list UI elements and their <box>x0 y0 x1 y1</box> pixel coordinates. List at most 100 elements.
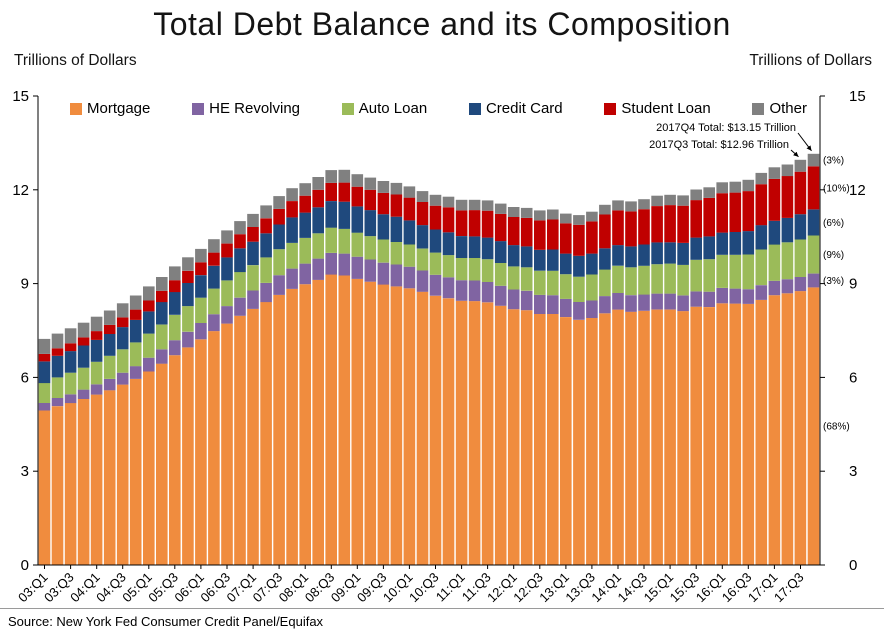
bar-segment-student-loan <box>755 184 768 226</box>
bar-segment-auto-loan <box>755 249 768 286</box>
bar-segment-he-revolving <box>573 302 585 320</box>
bar-segment-he-revolving <box>351 256 364 279</box>
bar-segment-credit-card <box>781 217 794 243</box>
bar-segment-other <box>234 221 246 235</box>
bar-segment-student-loan <box>716 193 728 233</box>
bar-segment-auto-loan <box>116 349 129 373</box>
bar-segment-credit-card <box>677 243 689 265</box>
bar-segment-other <box>195 248 207 263</box>
bar-segment-he-revolving <box>221 306 233 324</box>
bar-segment-he-revolving <box>260 283 272 303</box>
bar-segment-he-revolving <box>156 349 168 364</box>
bar-segment-other <box>716 182 728 194</box>
bar-segment-he-revolving <box>364 259 377 282</box>
bar-segment-mortgage <box>103 390 116 565</box>
bar-segment-student-loan <box>325 182 337 201</box>
bar-segment-student-loan <box>534 220 546 250</box>
bar-segment-credit-card <box>377 214 390 240</box>
legend-label: Mortgage <box>87 100 151 117</box>
bar-segment-credit-card <box>481 237 494 260</box>
bar-segment-auto-loan <box>221 280 233 307</box>
bar-segment-mortgage <box>286 288 298 565</box>
bar-segment-student-loan <box>129 309 142 320</box>
legend-label: Other <box>769 100 807 117</box>
bar-segment-mortgage <box>638 310 650 565</box>
bar-segment-credit-card <box>703 236 715 260</box>
bar-segment-he-revolving <box>664 293 676 310</box>
bar-segment-credit-card <box>560 253 572 275</box>
bar-segment-credit-card <box>38 361 51 384</box>
bar-segment-he-revolving <box>195 323 207 340</box>
bar-segment-he-revolving <box>338 253 351 276</box>
legend-item-mortgage: Mortgage <box>70 100 150 117</box>
bar-segment-student-loan <box>208 252 220 266</box>
x-tick-label: 11:Q1 <box>433 570 468 605</box>
bar-segment-auto-loan <box>234 272 246 298</box>
bar-segment-credit-card <box>273 224 285 250</box>
bar-segment-credit-card <box>116 327 129 350</box>
bar-segment-auto-loan <box>312 233 324 259</box>
y-tick-label-right: 9 <box>849 276 857 293</box>
bar-segment-student-loan <box>169 280 181 293</box>
y-tick-label-left: 9 <box>21 276 29 293</box>
y-tick-label-left: 3 <box>21 463 29 480</box>
bar-segment-auto-loan <box>612 265 624 293</box>
bar-segment-auto-loan <box>182 306 194 332</box>
bar-segment-mortgage <box>703 307 715 565</box>
bar-segment-other <box>260 205 272 219</box>
bar-segment-student-loan <box>599 214 611 249</box>
bar-segment-credit-card <box>286 217 298 243</box>
bar-segment-he-revolving <box>716 288 728 304</box>
bar-segment-student-loan <box>807 166 820 210</box>
bar-segment-credit-card <box>182 283 194 307</box>
bar-segment-mortgage <box>364 281 377 565</box>
bar-segment-he-revolving <box>429 274 442 296</box>
share-label-he-revolving: (3%) <box>823 276 844 287</box>
bar-segment-other <box>481 200 494 211</box>
legend-item-credit-card: Credit Card <box>468 100 563 117</box>
bar-segment-student-loan <box>234 234 246 249</box>
bar-segment-credit-card <box>651 242 663 265</box>
bar-segment-he-revolving <box>547 295 559 314</box>
bar-segment-student-loan <box>742 191 755 232</box>
bar-segment-credit-card <box>156 302 168 325</box>
bar-segment-credit-card <box>390 216 403 242</box>
bar-segment-student-loan <box>338 182 351 202</box>
y-tick-label-left: 12 <box>12 182 29 199</box>
bar-segment-credit-card <box>690 237 702 260</box>
bar-segment-student-loan <box>247 227 259 242</box>
bar-segment-student-loan <box>90 331 103 340</box>
bar-segment-he-revolving <box>64 394 77 404</box>
bar-segment-other <box>156 277 168 291</box>
bar-segment-he-revolving <box>625 295 637 312</box>
bar-segment-he-revolving <box>390 264 403 287</box>
bar-segment-auto-loan <box>781 242 794 280</box>
bar-segment-credit-card <box>143 311 155 334</box>
bar-segment-student-loan <box>286 201 298 218</box>
bar-segment-credit-card <box>325 201 337 228</box>
bar-segment-student-loan <box>403 197 416 221</box>
bar-segment-he-revolving <box>534 294 546 314</box>
legend-item-he-revolving: HE Revolving <box>192 100 300 117</box>
bar-segment-credit-card <box>664 242 676 264</box>
bar-segment-other <box>794 159 807 172</box>
bar-segment-auto-loan <box>260 257 272 283</box>
bar-segment-other <box>755 172 768 185</box>
bar-segment-he-revolving <box>273 275 285 295</box>
bar-segment-student-loan <box>520 217 533 247</box>
bar-segment-other <box>403 186 416 198</box>
bar-segment-he-revolving <box>299 263 311 285</box>
bar-segment-credit-card <box>625 246 637 268</box>
bar-segment-student-loan <box>195 262 207 276</box>
bar-segment-credit-card <box>429 229 442 253</box>
bar-segment-other <box>429 194 442 206</box>
bar-segment-auto-loan <box>586 274 598 301</box>
annotation-total-17Q4: 2017Q4 Total: $13.15 Trillion <box>656 122 796 134</box>
bar-segment-student-loan <box>416 202 429 226</box>
bar-segment-auto-loan <box>520 267 533 291</box>
bar-segment-he-revolving <box>507 289 520 310</box>
bar-segment-credit-card <box>195 275 207 298</box>
right-axis-title: Trillions of Dollars <box>749 52 872 69</box>
bar-segment-he-revolving <box>103 379 116 391</box>
bar-segment-auto-loan <box>351 232 364 257</box>
